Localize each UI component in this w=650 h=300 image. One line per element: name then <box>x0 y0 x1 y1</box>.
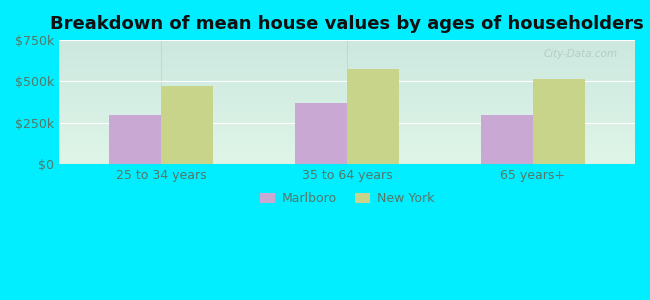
Bar <box>295 103 347 164</box>
Bar <box>481 116 533 164</box>
Text: City-Data.com: City-Data.com <box>543 49 618 59</box>
Legend: Marlboro, New York: Marlboro, New York <box>255 187 439 210</box>
Bar <box>533 79 585 164</box>
Bar <box>347 69 399 164</box>
Bar <box>109 115 161 164</box>
Title: Breakdown of mean house values by ages of householders: Breakdown of mean house values by ages o… <box>50 15 644 33</box>
Bar <box>161 85 213 164</box>
